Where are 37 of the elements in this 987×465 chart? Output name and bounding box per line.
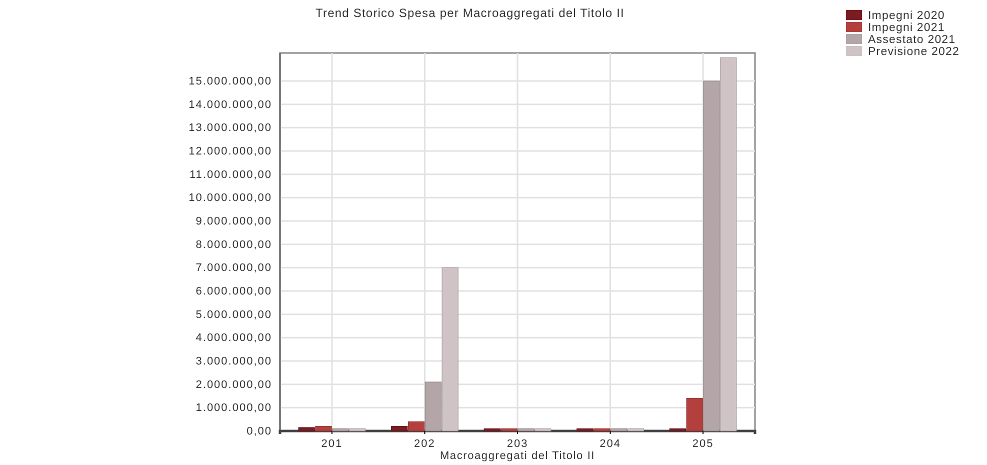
bar bbox=[593, 428, 610, 432]
bar bbox=[298, 427, 315, 432]
y-tick-label: 14.000.000,00 bbox=[188, 98, 272, 111]
y-tick-label: 5.000.000,00 bbox=[196, 308, 272, 321]
y-tick-label: 15.000.000,00 bbox=[188, 76, 272, 88]
y-tick-label: 1.000.000,00 bbox=[196, 402, 272, 414]
y-tick-label: 4.000.000,00 bbox=[196, 332, 272, 344]
bar bbox=[669, 428, 686, 432]
legend-label: Assestato 2021 bbox=[868, 34, 956, 46]
bar bbox=[391, 426, 408, 432]
x-axis-title: Macroaggregati del Titolo II bbox=[440, 450, 596, 462]
chart-title: Trend Storico Spesa per Macroaggregati del Titolo II bbox=[316, 6, 624, 20]
x-tick-label: 202 bbox=[414, 438, 436, 450]
legend-label: Impegni 2021 bbox=[868, 22, 945, 34]
bar bbox=[500, 428, 518, 432]
y-tick-label: 7.000.000,00 bbox=[196, 262, 272, 274]
y-tick-label: 2.000.000,00 bbox=[196, 378, 272, 391]
x-tick-label: 203 bbox=[506, 438, 528, 450]
legend-label: Impegni 2020 bbox=[868, 10, 945, 22]
bar bbox=[408, 421, 425, 432]
y-tick-label: 13.000.000,00 bbox=[188, 122, 272, 134]
x-tick-label: 204 bbox=[600, 438, 621, 450]
y-tick-label: 9.000.000,00 bbox=[196, 216, 272, 228]
y-tick-label: 3.000.000,00 bbox=[196, 356, 272, 368]
bar bbox=[686, 398, 703, 432]
bar bbox=[484, 428, 500, 432]
y-tick-label: 10.000.000,00 bbox=[188, 192, 272, 204]
y-tick-label: 12.000.000,00 bbox=[188, 146, 272, 158]
y-tick-label: 0,00 bbox=[246, 426, 272, 438]
y-tick-label: 8.000.000,00 bbox=[196, 238, 272, 251]
x-tick-label: 201 bbox=[321, 438, 343, 450]
bar bbox=[576, 428, 594, 432]
x-tick-label: 205 bbox=[692, 438, 714, 450]
bar bbox=[315, 426, 332, 432]
y-tick-label: 11.000.000,00 bbox=[189, 168, 272, 181]
y-tick-label: 6.000.000,00 bbox=[196, 286, 272, 298]
legend-label: Previsione 2022 bbox=[868, 46, 960, 58]
